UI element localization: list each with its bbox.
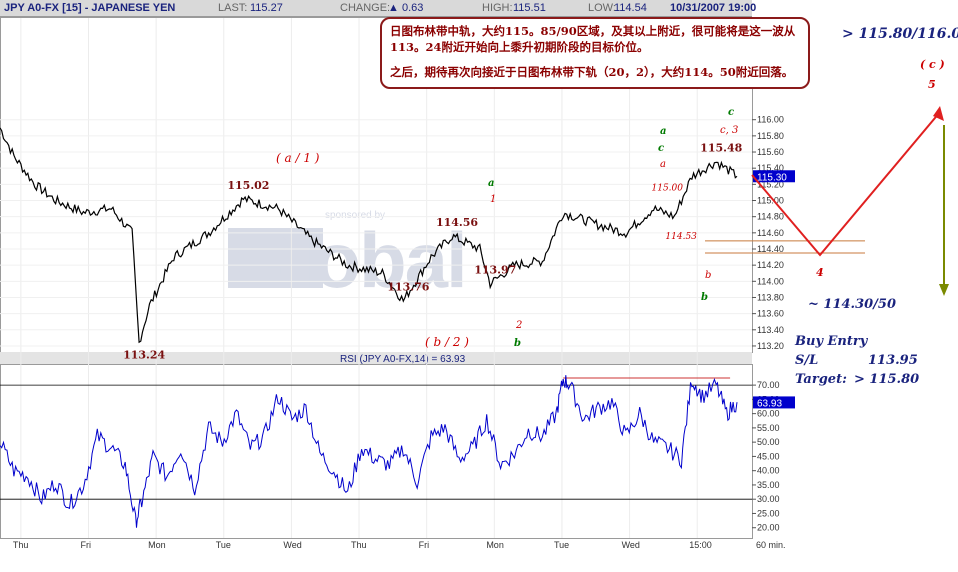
- wave-5-label: 5: [928, 78, 936, 91]
- change-value: 0.63: [402, 2, 424, 14]
- rsi-tick-label: 35.00: [757, 480, 780, 490]
- watermark-brand: Global: [235, 216, 468, 304]
- x-tick-label: 15:00: [689, 540, 712, 550]
- price-label: 113.24: [123, 349, 165, 362]
- price-tick-label: 115.80: [757, 131, 784, 141]
- target-top-note: > 115.80/116.00: [842, 26, 958, 42]
- wave-label: c: [658, 143, 664, 154]
- wave-label: b: [514, 338, 521, 349]
- x-tick-label: Fri: [80, 540, 91, 550]
- chart-datetime: 10/31/2007 19:00: [670, 2, 757, 14]
- analysis-note-line1: 日图布林带中轨，大约115。85/90区域，及其以上附近，很可能将是这一波从11…: [390, 24, 796, 54]
- wave-label: a: [488, 178, 494, 189]
- last-price-label: 115.30: [757, 172, 787, 183]
- rsi-series-line: [0, 375, 738, 528]
- wave-label: 2: [515, 320, 522, 331]
- rsi-tick-label: 70.00: [757, 380, 780, 390]
- pullback-note: ~ 114.30/50: [808, 297, 897, 312]
- price-tick-label: 113.60: [757, 309, 784, 319]
- rsi-tick-label: 50.00: [757, 437, 780, 447]
- x-tick-label: Wed: [622, 540, 640, 550]
- x-tick-label: Thu: [13, 540, 29, 550]
- rsi-tick-label: 60.00: [757, 409, 780, 419]
- price-tick-label: 113.40: [757, 325, 784, 335]
- x-tick-label: Mon: [486, 540, 504, 550]
- analysis-note: 日图布林带中轨，大约115。85/90区域，及其以上附近，很可能将是这一波从11…: [380, 17, 810, 89]
- wave-label: ( a / 1 ): [276, 151, 320, 165]
- price-label: 115.00: [652, 184, 684, 194]
- wave-label: a: [660, 159, 666, 170]
- analysis-note-line2: 之后，期待再次向接近于日图布林带下轨（20，2），大约114。50附近回落。: [390, 65, 794, 79]
- wave-label: ( b / 2 ): [425, 335, 469, 349]
- last-price-box: [753, 170, 795, 183]
- price-series-line: [0, 127, 738, 344]
- wave-label: c: [728, 107, 734, 118]
- price-tick-label: 113.20: [757, 341, 784, 351]
- price-tick-label: 114.60: [757, 228, 784, 238]
- target-label: Target:: [795, 372, 847, 387]
- price-label: 114.53: [665, 232, 697, 242]
- high-label: HIGH:: [482, 2, 513, 14]
- rsi-title: RSI (JPY A0-FX,14) = 63.93: [340, 354, 466, 365]
- x-tick-label: Thu: [351, 540, 367, 550]
- wave-c-label: ( c ): [920, 58, 945, 71]
- rsi-last-box: [753, 396, 795, 409]
- last-value: 115.27: [250, 2, 283, 14]
- wave-label: 1: [490, 194, 496, 205]
- high-value: 115.51: [513, 2, 546, 14]
- price-tick-label: 114.80: [757, 212, 784, 222]
- low-value: 114.54: [614, 2, 647, 14]
- price-tick-label: 115.00: [757, 196, 784, 206]
- change-label: CHANGE:: [340, 2, 391, 14]
- buy-entry-label: Buy Entry: [795, 334, 868, 349]
- change-up-icon: ▲: [388, 2, 399, 14]
- symbol-title: JPY A0-FX [15] - JAPANESE YEN: [4, 2, 176, 14]
- price-tick-label: 114.20: [757, 260, 784, 270]
- rsi-tick-label: 55.00: [757, 423, 780, 433]
- wave-4-label: 4: [816, 266, 824, 279]
- price-tick-label: 114.00: [757, 276, 784, 286]
- rsi-tick-label: 20.00: [757, 523, 780, 533]
- wave-label: a: [660, 126, 666, 137]
- rsi-title-bar: [0, 352, 752, 364]
- decline-arrowhead-icon: [939, 284, 949, 296]
- rsi-tick-label: 45.00: [757, 451, 780, 461]
- x-tick-label: Mon: [148, 540, 166, 550]
- wave-label: b: [705, 270, 711, 281]
- low-label: LOW:: [588, 2, 616, 14]
- stop-loss-label: S/L: [795, 353, 819, 368]
- price-tick-label: 114.40: [757, 244, 784, 254]
- price-label: 115.02: [227, 179, 269, 192]
- rsi-tick-label: 30.00: [757, 494, 780, 504]
- x-tick-label: Fri: [419, 540, 430, 550]
- watermark-logo: [228, 228, 323, 288]
- wave-label: c, 3: [720, 125, 738, 136]
- price-tick-label: 113.80: [757, 292, 784, 302]
- target-value: > 115.80: [854, 372, 920, 387]
- x-tick-label: Tue: [216, 540, 231, 550]
- price-label: 113.76: [387, 281, 429, 294]
- x-axis-unit: 60 min.: [756, 540, 786, 550]
- price-tick-label: 115.60: [757, 147, 784, 157]
- rsi-tick-label: 40.00: [757, 466, 780, 476]
- rsi-tick-label: 25.00: [757, 508, 780, 518]
- watermark-sponsor: sponsored by: [325, 210, 386, 221]
- chart-header: JPY A0-FX [15] - JAPANESE YEN LAST: 115.…: [0, 0, 756, 17]
- x-tick-label: Tue: [554, 540, 569, 550]
- rsi-last-label: 63.93: [757, 398, 782, 409]
- projection-arrowhead-icon: [933, 106, 944, 121]
- rsi-panel-frame: [0, 364, 753, 539]
- price-tick-label: 115.40: [757, 163, 784, 173]
- price-tick-label: 115.20: [757, 179, 784, 189]
- price-label: 115.48: [700, 142, 742, 155]
- last-label: LAST:: [218, 2, 248, 14]
- price-label: 113.97: [474, 264, 516, 277]
- price-tick-label: 116.00: [757, 115, 784, 125]
- projection-path: [751, 111, 941, 257]
- stop-loss-value: 113.95: [868, 353, 918, 368]
- wave-label: b: [701, 292, 708, 303]
- price-label: 114.56: [436, 216, 478, 229]
- x-tick-label: Wed: [283, 540, 301, 550]
